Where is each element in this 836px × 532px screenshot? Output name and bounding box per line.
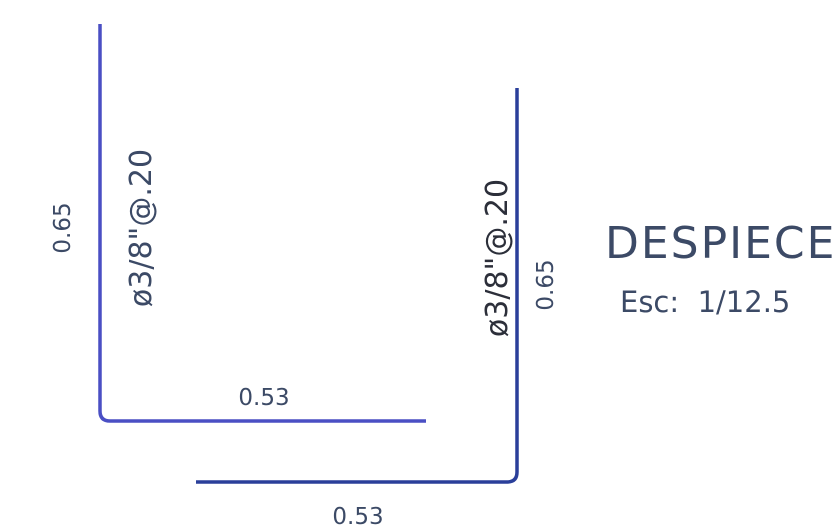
left-bar-vertical-length: 0.65 — [50, 202, 76, 253]
left-bar-horizontal-length: 0.53 — [238, 385, 289, 411]
drawing-scale: Esc: 1/12.5 — [620, 285, 790, 319]
rebar-left-shape — [98, 24, 426, 423]
right-bar-spec: ø3/8"@.20 — [480, 179, 515, 337]
rebar-right-shape — [196, 88, 519, 484]
left-bar-spec: ø3/8"@.20 — [124, 149, 159, 307]
right-bar-horizontal-length: 0.53 — [332, 504, 383, 530]
drawing-title: DESPIECE — [605, 218, 836, 269]
right-bar-vertical-length: 0.65 — [533, 259, 559, 310]
